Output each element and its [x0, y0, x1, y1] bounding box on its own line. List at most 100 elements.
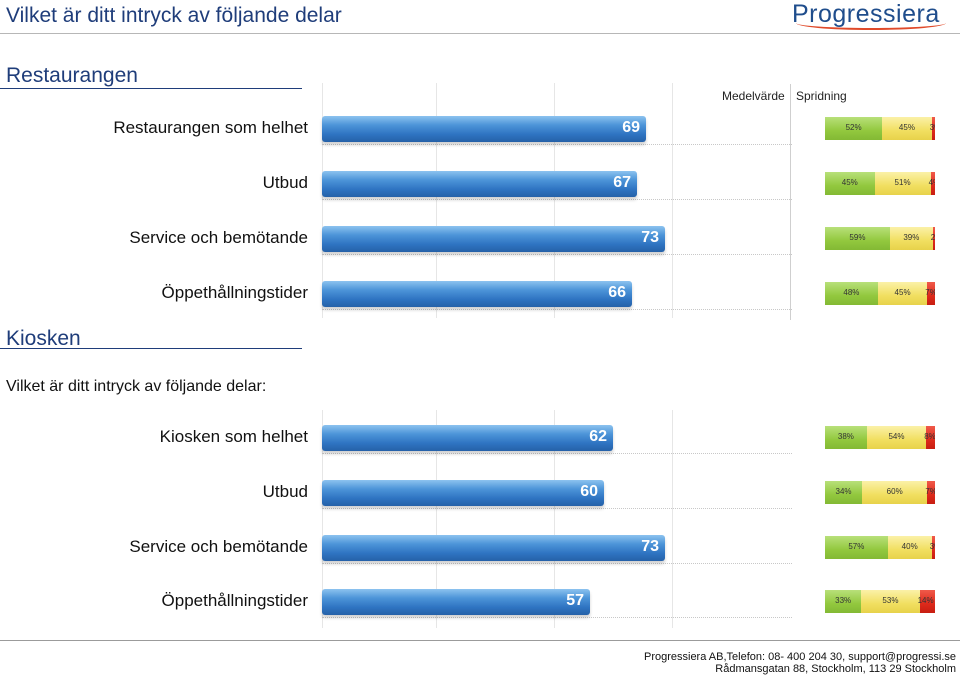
footer-contact: Progressiera AB,Telefon: 08- 400 204 30,…	[643, 651, 956, 663]
spread-negative-segment: 2%	[930, 227, 935, 250]
category-label: Restaurangen som helhet	[113, 118, 308, 137]
spread-percent-label: 59%	[849, 233, 866, 242]
bar-value-label: 69	[622, 119, 640, 136]
category-label: Kiosken som helhet	[159, 427, 308, 446]
spread-percent-label: 52%	[845, 123, 862, 132]
spread-bar: 33% 53% 14%	[825, 590, 935, 613]
mean-bar: 69	[322, 116, 646, 142]
bar-track	[322, 555, 792, 564]
gridline	[322, 83, 323, 318]
gridline	[436, 83, 437, 318]
spread-percent-label: 7%	[925, 487, 935, 496]
bar-value-label: 73	[641, 538, 659, 555]
category-label: Service och bemötande	[129, 537, 308, 556]
category-label: Service och bemötande	[129, 228, 308, 247]
spread-percent-label: 7%	[925, 288, 935, 297]
spread-percent-label: 40%	[901, 542, 918, 551]
logo-swoosh-icon	[796, 16, 946, 30]
spread-percent-label: 3%	[929, 542, 935, 551]
column-header-spread: Spridning	[796, 89, 847, 103]
spread-percent-label: 48%	[843, 288, 860, 297]
spread-neutral-segment: 40%	[887, 536, 932, 559]
spread-bar: 45% 51% 4%	[825, 172, 935, 195]
bar-value-label: 60	[580, 483, 598, 500]
spread-positive-segment: 59%	[825, 227, 890, 250]
spread-neutral-segment: 54%	[866, 426, 927, 449]
section-underline	[0, 348, 302, 349]
spread-negative-segment: 4%	[928, 172, 935, 195]
mean-bar: 67	[322, 171, 637, 197]
progressiera-logo: Progressiera	[792, 0, 952, 30]
bar-track	[322, 500, 792, 509]
mean-bar: 73	[322, 226, 665, 252]
spread-neutral-segment: 51%	[874, 172, 931, 195]
spread-bar: 57% 40% 3%	[825, 536, 935, 559]
bar-value-label: 57	[566, 592, 584, 609]
gridline	[554, 410, 555, 628]
spread-percent-label: 51%	[894, 178, 911, 187]
spread-positive-segment: 34%	[825, 481, 863, 504]
spread-percent-label: 57%	[848, 542, 865, 551]
spread-bar: 34% 60% 7%	[825, 481, 935, 504]
spread-neutral-segment: 39%	[889, 227, 933, 250]
mean-bar: 62	[322, 425, 613, 451]
bar-track	[322, 301, 792, 310]
title-bar: Vilket är ditt intryck av följande delar…	[0, 0, 960, 34]
spread-percent-label: 2%	[930, 233, 935, 242]
footer-address: Rådmansgatan 88, Stockholm, 113 29 Stock…	[715, 663, 956, 675]
footer-divider	[0, 640, 960, 641]
gridline	[554, 83, 555, 318]
spread-negative-segment: 7%	[925, 282, 935, 305]
spread-negative-segment: 14%	[917, 590, 935, 613]
bar-track	[322, 609, 792, 618]
gridline	[322, 410, 323, 628]
spread-positive-segment: 33%	[825, 590, 862, 613]
bar-track	[322, 191, 792, 200]
spread-percent-label: 53%	[882, 596, 899, 605]
bar-value-label: 66	[608, 284, 626, 301]
column-header-mean: Medelvärde	[722, 89, 785, 103]
spread-percent-label: 45%	[841, 178, 858, 187]
spread-bar: 38% 54% 8%	[825, 426, 935, 449]
category-label: Öppethållningstider	[161, 591, 308, 610]
spread-negative-segment: 3%	[929, 117, 935, 140]
spread-percent-label: 54%	[888, 432, 905, 441]
spread-percent-label: 3%	[929, 123, 935, 132]
spread-positive-segment: 57%	[825, 536, 888, 559]
mean-bar: 60	[322, 480, 604, 506]
section-title-restaurangen: Restaurangen	[6, 64, 138, 87]
bar-track	[322, 246, 792, 255]
spread-percent-label: 45%	[894, 288, 911, 297]
spread-bar: 52% 45% 3%	[825, 117, 935, 140]
spread-positive-segment: 45%	[825, 172, 875, 195]
spread-percent-label: 60%	[886, 487, 903, 496]
category-label: Utbud	[262, 482, 308, 501]
spread-percent-label: 45%	[898, 123, 915, 132]
spread-positive-segment: 38%	[825, 426, 867, 449]
page-title: Vilket är ditt intryck av följande delar	[6, 4, 342, 27]
spread-percent-label: 14%	[917, 596, 934, 605]
spread-percent-label: 4%	[928, 178, 935, 187]
spread-positive-segment: 52%	[825, 117, 883, 140]
spread-percent-label: 39%	[903, 233, 920, 242]
spread-neutral-segment: 53%	[861, 590, 920, 613]
bar-track	[322, 445, 792, 454]
spread-neutral-segment: 45%	[882, 117, 932, 140]
bar-value-label: 67	[613, 174, 631, 191]
column-divider	[790, 84, 791, 320]
section-title-kiosken: Kiosken	[6, 327, 81, 350]
spread-negative-segment: 3%	[929, 536, 935, 559]
bar-track	[322, 136, 792, 145]
spread-negative-segment: 8%	[924, 426, 935, 449]
mean-bar: 66	[322, 281, 632, 307]
bar-value-label: 62	[589, 428, 607, 445]
section-underline	[0, 88, 302, 89]
spread-bar: 59% 39% 2%	[825, 227, 935, 250]
bar-value-label: 73	[641, 229, 659, 246]
spread-neutral-segment: 45%	[877, 282, 928, 305]
spread-positive-segment: 48%	[825, 282, 878, 305]
spread-percent-label: 38%	[837, 432, 854, 441]
spread-bar: 48% 45% 7%	[825, 282, 935, 305]
spread-percent-label: 8%	[924, 432, 935, 441]
mean-bar: 57	[322, 589, 590, 615]
